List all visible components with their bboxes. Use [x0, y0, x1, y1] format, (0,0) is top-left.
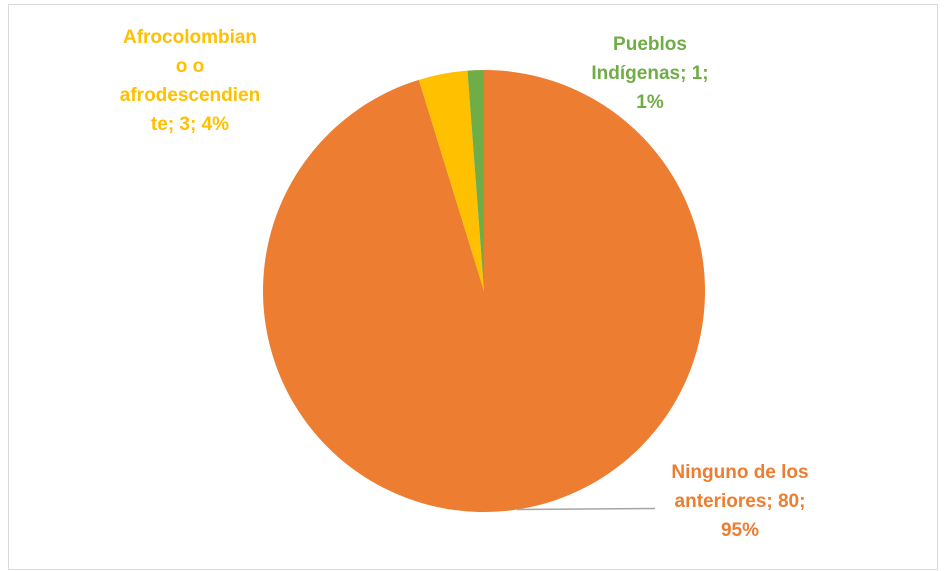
data-label-line: Ninguno de los	[671, 462, 808, 483]
data-label-line: Afrocolombian	[123, 27, 257, 48]
pie-slice-indigenas	[467, 70, 484, 291]
data-label-line: te; 3; 4%	[151, 114, 229, 135]
data-label-line: Indígenas; 1;	[591, 63, 708, 84]
data-label-line: afrodescendien	[120, 85, 260, 106]
data-label-line: anteriores; 80;	[675, 491, 806, 512]
data-label-line: 95%	[721, 520, 759, 541]
data-label-line: o o	[176, 56, 205, 77]
data-label-afro: Afrocolombian o o afrodescendien te; 3; 4%	[120, 27, 260, 135]
pie-slice-ninguno	[263, 70, 706, 513]
leader-line-ninguno	[516, 507, 656, 511]
data-label-line: 1%	[636, 92, 664, 113]
data-label-indigenas: Pueblos Indígenas; 1; 1%	[591, 34, 708, 113]
data-label-line: Pueblos	[613, 34, 687, 55]
pie-slice-afro	[418, 70, 484, 292]
data-label-ninguno: Ninguno de los anteriores; 80; 95%	[671, 462, 808, 541]
